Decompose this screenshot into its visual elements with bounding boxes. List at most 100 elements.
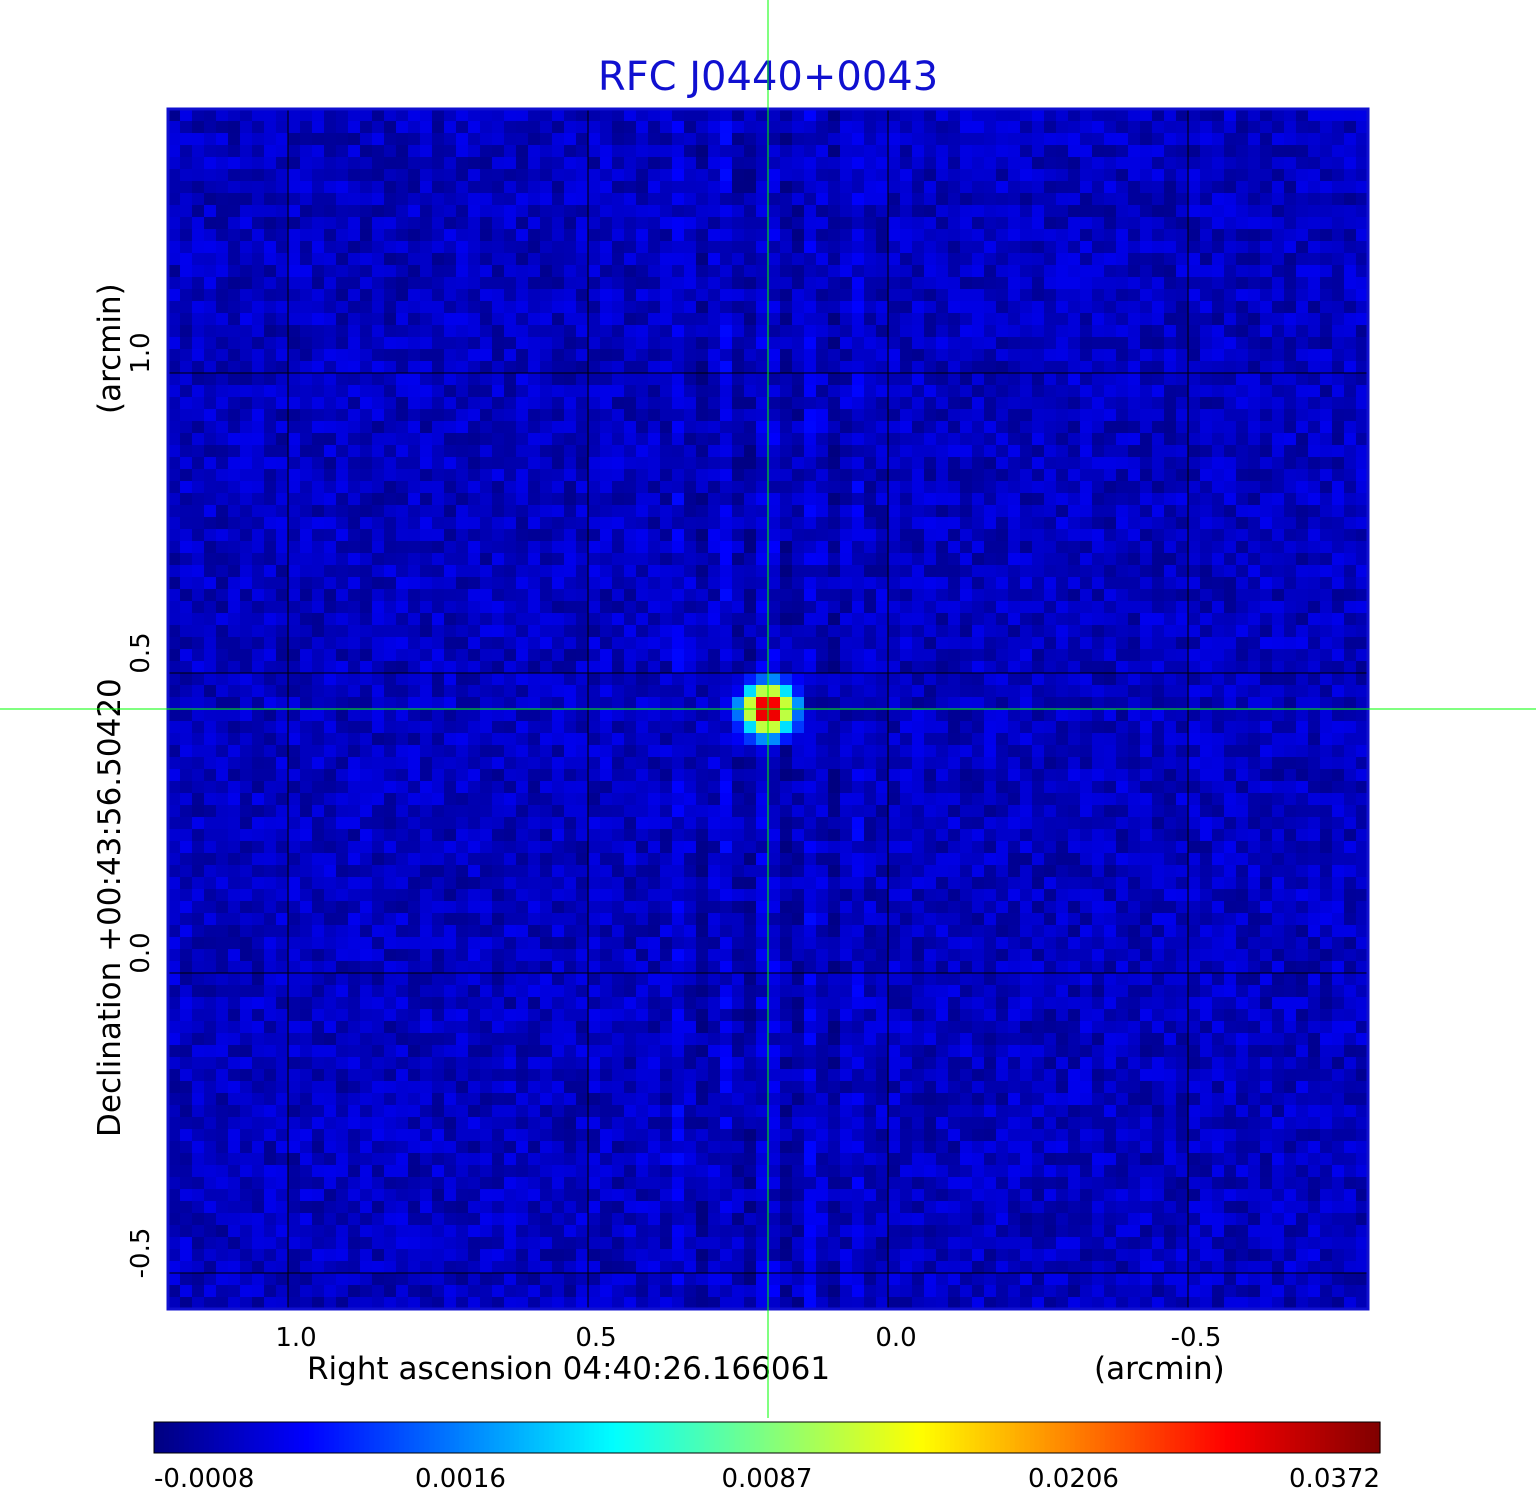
heatmap-cell [756, 397, 769, 410]
heatmap-cell [216, 133, 229, 146]
heatmap-cell [816, 157, 829, 170]
heatmap-cell [660, 313, 673, 326]
heatmap-cell [1080, 337, 1093, 350]
heatmap-cell [948, 601, 961, 614]
heatmap-cell [636, 541, 649, 554]
heatmap-cell [432, 133, 445, 146]
heatmap-cell [1020, 505, 1033, 518]
heatmap-cell [636, 181, 649, 194]
heatmap-cell [240, 637, 253, 650]
heatmap-cell [504, 457, 517, 470]
heatmap-cell [216, 541, 229, 554]
heatmap-cell [480, 133, 493, 146]
heatmap-cell [1284, 193, 1297, 206]
heatmap-cell [1020, 421, 1033, 434]
heatmap-cell [1092, 685, 1105, 698]
heatmap-cell [504, 649, 517, 662]
heatmap-cell [1284, 421, 1297, 434]
heatmap-cell [840, 445, 853, 458]
heatmap-cell [252, 157, 265, 170]
heatmap-cell [1116, 685, 1129, 698]
heatmap-cell [228, 109, 241, 122]
heatmap-cell [564, 589, 577, 602]
heatmap-cell [540, 397, 553, 410]
heatmap-cell [228, 361, 241, 374]
heatmap-cell [708, 613, 721, 626]
heatmap-cell [624, 109, 637, 122]
heatmap-cell [168, 169, 181, 182]
heatmap-cell [912, 313, 925, 326]
heatmap-cell [1140, 517, 1153, 530]
heatmap-cell [912, 301, 925, 314]
heatmap-cell [312, 445, 325, 458]
heatmap-cell [1200, 577, 1213, 590]
heatmap-cell [780, 685, 793, 698]
heatmap-cell [228, 229, 241, 242]
heatmap-cell [468, 493, 481, 506]
heatmap-cell [648, 589, 661, 602]
heatmap-cell [408, 169, 421, 182]
heatmap-cell [1056, 349, 1069, 362]
heatmap-cell [1044, 145, 1057, 158]
heatmap-cell [588, 433, 601, 446]
heatmap-cell [1332, 517, 1345, 530]
heatmap-cell [912, 337, 925, 350]
heatmap-cell [864, 373, 877, 386]
heatmap-cell [636, 589, 649, 602]
heatmap-cell [720, 637, 733, 650]
heatmap-cell [852, 397, 865, 410]
heatmap-cell [1296, 673, 1309, 686]
heatmap-cell [564, 229, 577, 242]
heatmap-cell [900, 397, 913, 410]
heatmap-cell [396, 493, 409, 506]
heatmap-cell [708, 529, 721, 542]
heatmap-cell [1200, 169, 1213, 182]
heatmap-cell [984, 145, 997, 158]
heatmap-cell [720, 457, 733, 470]
heatmap-cell [660, 565, 673, 578]
heatmap-cell [180, 697, 193, 710]
heatmap-cell [540, 685, 553, 698]
heatmap-cell [216, 613, 229, 626]
heatmap-cell [1104, 685, 1117, 698]
heatmap-cell [1356, 553, 1369, 566]
heatmap-cell [552, 493, 565, 506]
heatmap-cell [576, 601, 589, 614]
heatmap-cell [924, 397, 937, 410]
heatmap-cell [1176, 301, 1189, 314]
heatmap-cell [336, 169, 349, 182]
heatmap-cell [312, 157, 325, 170]
heatmap-cell [660, 409, 673, 422]
heatmap-cell [1200, 121, 1213, 134]
heatmap-cell [804, 373, 817, 386]
heatmap-cell [1020, 109, 1033, 122]
heatmap-cell [408, 217, 421, 230]
heatmap-cell [492, 565, 505, 578]
heatmap-cell [648, 661, 661, 674]
heatmap-cell [1296, 217, 1309, 230]
heatmap-cell [1080, 145, 1093, 158]
heatmap-cell [900, 613, 913, 626]
heatmap-cell [792, 613, 805, 626]
heatmap-cell [672, 493, 685, 506]
heatmap-cell [672, 121, 685, 134]
heatmap-cell [192, 553, 205, 566]
heatmap-cell [1056, 325, 1069, 338]
heatmap-cell [828, 421, 841, 434]
heatmap-cell [1272, 157, 1285, 170]
heatmap-cell [252, 397, 265, 410]
heatmap-cell [1356, 313, 1369, 326]
heatmap-cell [996, 277, 1009, 290]
heatmap-cell [936, 469, 949, 482]
heatmap-cell [996, 205, 1009, 218]
heatmap-cell [492, 541, 505, 554]
heatmap-cell [480, 565, 493, 578]
heatmap-cell [1044, 433, 1057, 446]
heatmap-cell [852, 253, 865, 266]
heatmap-cell [948, 625, 961, 638]
heatmap-cell [324, 157, 337, 170]
heatmap-cell [288, 145, 301, 158]
heatmap-cell [900, 181, 913, 194]
heatmap-cell [552, 433, 565, 446]
heatmap-cell [924, 313, 937, 326]
